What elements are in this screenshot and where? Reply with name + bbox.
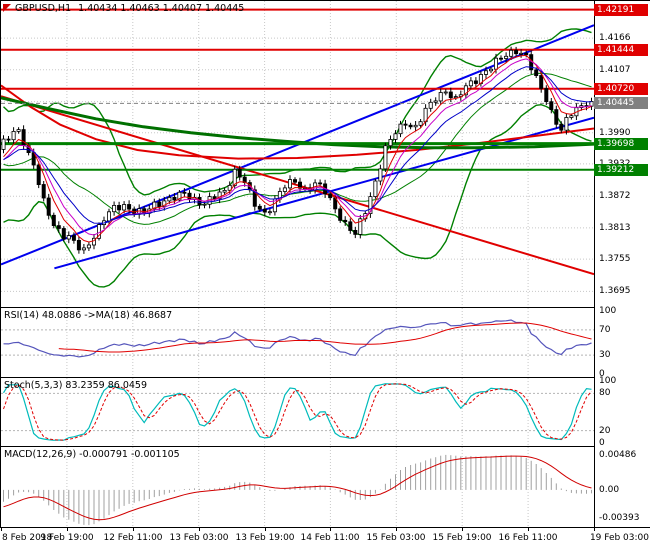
stoch-label: Stoch(5,3,3) 83.2359 86.0459 — [4, 380, 148, 391]
top-border — [0, 0, 650, 1]
price-tick-label: 0.00486 — [599, 450, 637, 460]
time-axis-label: 15 Feb 03:00 — [366, 533, 426, 543]
price-tick-label: 100 — [599, 376, 617, 386]
time-tick — [396, 528, 397, 531]
rsi-label: RSI(14) 48.0886 ->MA(18) 46.8687 — [4, 310, 173, 321]
price-badge[interactable]: 1.42191 — [594, 4, 648, 16]
time-tick — [133, 528, 134, 531]
price-tick-label: 1.3755 — [599, 254, 631, 264]
price-tick-label: 1.4107 — [599, 65, 631, 75]
time-axis-label: 19 Feb 03:00 — [589, 533, 649, 543]
price-badge[interactable]: 1.39698 — [594, 138, 648, 150]
price-tick-label: 0 — [599, 369, 605, 379]
time-axis-label: 13 Feb 03:00 — [169, 533, 229, 543]
left-border — [0, 0, 1, 527]
price-tick-label: 20 — [599, 426, 611, 436]
main-rsi-separator[interactable] — [0, 307, 594, 308]
rsi-stoch-separator[interactable] — [0, 377, 594, 378]
price-tick-label: 1.4166 — [599, 33, 631, 43]
price-tick-label: 80 — [599, 388, 611, 398]
price-tick-label: 0.00 — [599, 485, 620, 495]
price-axis[interactable]: 1.41661.41071.40481.39901.39321.38721.38… — [594, 0, 650, 550]
time-tick — [199, 528, 200, 531]
macd-panel-canvas[interactable] — [1, 447, 594, 527]
price-badge[interactable]: 1.40720 — [594, 83, 648, 95]
time-axis[interactable]: 8 Feb 2018 9 Feb 19:00 12 Feb 11:00 13 Feb … — [0, 528, 650, 550]
chart-marker-icon — [3, 4, 11, 12]
time-axis-label: 12 Feb 11:00 — [103, 533, 163, 543]
price-badge[interactable]: 1.39212 — [594, 164, 648, 176]
macd-label: MACD(12,26,9) -0.000791 -0.001105 — [4, 449, 180, 460]
chart-title-row: GBPUSD,H1 1.40434 1.40463 1.40407 1.40445 — [15, 3, 244, 14]
time-tick — [528, 528, 529, 531]
main-chart-canvas[interactable] — [1, 1, 594, 307]
price-axis-border — [594, 0, 595, 527]
price-tick-label: 0 — [599, 438, 605, 448]
stoch-panel-canvas[interactable] — [1, 378, 594, 446]
chart-title: GBPUSD,H1 — [15, 3, 72, 14]
time-axis-label: 16 Feb 11:00 — [498, 533, 558, 543]
price-tick-label: 70 — [599, 325, 611, 335]
time-axis-label: 15 Feb 19:00 — [432, 533, 492, 543]
time-tick — [330, 528, 331, 531]
price-tick-label: 1.3695 — [599, 286, 631, 296]
time-axis-label: 14 Feb 11:00 — [300, 533, 360, 543]
price-tick-label: 1.3872 — [599, 191, 631, 201]
price-tick-label: -0.00393 — [599, 513, 640, 523]
rsi-panel-canvas[interactable] — [1, 308, 594, 377]
chart-ohlc-readout: 1.40434 1.40463 1.40407 1.40445 — [78, 3, 245, 14]
price-tick-label: 100 — [599, 306, 617, 316]
time-tick — [1, 528, 2, 531]
price-tick-label: 30 — [599, 350, 611, 360]
price-tick-label: 1.3813 — [599, 223, 631, 233]
time-axis-label: 9 Feb 19:00 — [40, 533, 94, 543]
stoch-macd-separator[interactable] — [0, 446, 594, 447]
time-axis-label: 8 Feb 2018 — [2, 533, 53, 543]
time-axis-border — [0, 527, 650, 528]
time-tick — [67, 528, 68, 531]
time-tick — [265, 528, 266, 531]
price-badge[interactable]: 1.40445 — [594, 97, 648, 109]
price-badge[interactable]: 1.41444 — [594, 44, 648, 56]
price-tick-label: 1.3990 — [599, 128, 631, 138]
time-axis-label: 13 Feb 19:00 — [235, 533, 295, 543]
time-tick — [462, 528, 463, 531]
time-tick — [594, 528, 595, 531]
